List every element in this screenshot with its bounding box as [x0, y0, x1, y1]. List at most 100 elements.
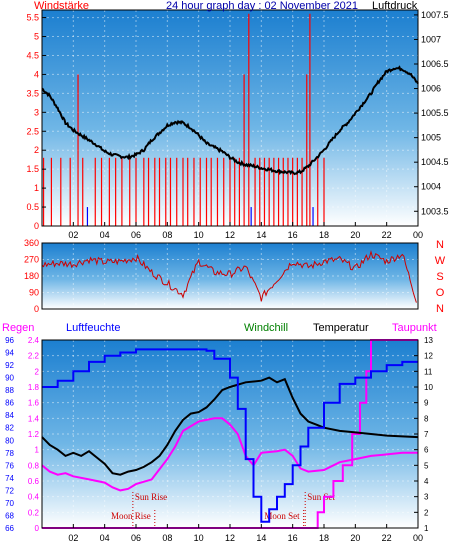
- panel1-grid: [42, 10, 419, 227]
- wind-tick-label: 3: [34, 107, 39, 117]
- humidity-tick-label: 84: [5, 411, 14, 420]
- temp-tick-label: 11: [424, 367, 433, 376]
- humidity-tick-label: 90: [5, 374, 14, 383]
- direction-tick-label: 180: [24, 271, 39, 281]
- temperature-line: [41, 376, 419, 476]
- humidity-tick-label: 66: [5, 524, 14, 533]
- humidity-tick-label: 86: [5, 399, 14, 408]
- panel3-x-ticks: 02 04 06 08 10 12 14 16 18 20 22 00: [68, 524, 423, 543]
- humidity-tick-label: 74: [5, 474, 14, 483]
- pressure-tick-label: 1005: [421, 133, 441, 143]
- annotation-label: Sun Set: [307, 492, 335, 502]
- direction-tick-label: 270: [24, 255, 39, 265]
- temp-tick-label: 1: [424, 524, 429, 533]
- wind-axis-label: Windstärke: [34, 0, 89, 12]
- chart-title: 24 hour graph day : 02 November 2021: [166, 0, 358, 12]
- wind-tick-label: 2.5: [26, 126, 39, 136]
- rain-tick-label: 0.2: [28, 508, 40, 517]
- pressure-tick-label: 1006.5: [421, 59, 449, 69]
- humidity-tick-label: 82: [5, 424, 14, 433]
- temp-tick-label: 5: [424, 461, 429, 470]
- dewpoint-line: [41, 417, 418, 492]
- rain-tick-label: 1: [35, 446, 40, 455]
- x-tick-label: 06: [131, 230, 141, 240]
- x-tick-label: 20: [350, 230, 360, 240]
- rain-tick-label: 0.6: [28, 477, 40, 486]
- temp-tick-label: 6: [424, 446, 429, 455]
- wind-tick-label: 0.5: [26, 202, 39, 212]
- x-tick-label: 02: [68, 230, 78, 240]
- x-tick-label: 16: [288, 533, 298, 543]
- pressure-tick-label: 1003.5: [421, 206, 449, 216]
- x-tick-label: 22: [382, 533, 392, 543]
- direction-tick-label: 90: [29, 288, 39, 298]
- rain-tick-label: 2.4: [28, 336, 40, 345]
- pressure-tick-label: 1005.5: [421, 108, 449, 118]
- humidity-tick-label: 80: [5, 436, 14, 445]
- humidity-tick-label: 92: [5, 361, 14, 370]
- rain-line: [42, 339, 418, 529]
- compass-label: W: [435, 255, 446, 267]
- temp-tick-label: 7: [424, 430, 429, 439]
- pressure-tick-label: 1007.5: [421, 10, 449, 20]
- temp-tick-label: 13: [424, 336, 433, 345]
- humidity-axis-label: Luftfeuchte: [66, 322, 120, 334]
- rain-axis-label: Regen: [2, 322, 34, 334]
- dewpoint-label: Taupunkt: [392, 322, 437, 334]
- wind-tick-label: 5.5: [26, 13, 39, 23]
- direction-tick-label: 0: [34, 304, 39, 314]
- rain-tick-label: 1.4: [28, 414, 40, 423]
- x-tick-label: 10: [194, 230, 204, 240]
- x-tick-label: 08: [162, 533, 172, 543]
- x-tick-label: 10: [194, 533, 204, 543]
- panel2-frame: [41, 242, 419, 310]
- direction-axis-ticks: 0 90 180 270 360: [24, 238, 39, 314]
- x-tick-label: 18: [319, 230, 329, 240]
- humidity-tick-label: 88: [5, 386, 14, 395]
- wind-tick-label: 1.5: [26, 164, 39, 174]
- pressure-tick-label: 1006: [421, 84, 441, 94]
- panel1-x-ticks: 02 04 06 08 10 12 14 16 18 20 22 00: [68, 222, 423, 240]
- temperature-axis-label: Temperatur: [313, 322, 369, 334]
- humidity-tick-label: 76: [5, 461, 14, 470]
- x-tick-label: 06: [131, 533, 141, 543]
- temp-tick-label: 10: [424, 383, 433, 392]
- wind-direction-line: [41, 249, 417, 303]
- humidity-axis-ticks: 66 68 70 72 74 76 78 80 82 84 86 88 90 92 94 96: [5, 336, 14, 533]
- temp-tick-label: 8: [424, 414, 429, 423]
- rain-tick-label: 2: [35, 367, 40, 376]
- x-tick-label: 20: [350, 533, 360, 543]
- wind-tick-label: 1: [34, 183, 39, 193]
- x-tick-label: 22: [382, 230, 392, 240]
- direction-tick-label: 360: [24, 238, 39, 248]
- pressure-tick-label: 1007: [421, 34, 441, 44]
- rain-tick-label: 1.2: [28, 430, 40, 439]
- humidity-tick-label: 78: [5, 449, 14, 458]
- humidity-line: [42, 348, 418, 523]
- pressure-tick-label: 1004: [421, 182, 441, 192]
- x-tick-label: 04: [100, 230, 110, 240]
- compass-label: N: [436, 303, 444, 315]
- panel-wind-pressure: 00.511.522.533.544.555.5 1003.510041004.…: [26, 0, 448, 240]
- temp-tick-label: 4: [424, 477, 429, 486]
- temp-tick-label: 9: [424, 399, 429, 408]
- x-tick-label: 00: [413, 533, 423, 543]
- windchill-label: Windchill: [244, 322, 288, 334]
- x-tick-label: 08: [162, 230, 172, 240]
- panel-climate: Regen Luftfeuchte Windchill Temperatur T…: [2, 322, 437, 543]
- panel2-background: [42, 243, 418, 309]
- pressure-line: [41, 65, 419, 176]
- wind-tick-label: 2: [34, 145, 39, 155]
- wind-bars: [42, 13, 325, 226]
- annotation-label: Moon Rise: [111, 511, 151, 521]
- x-tick-label: 16: [288, 230, 298, 240]
- wind-tick-label: 4: [34, 69, 39, 79]
- wind-axis-ticks: 0 0.5 1 1.5 2 2.5 3 3.5 4 4.5 5 5.5: [26, 13, 46, 231]
- x-tick-label: 14: [256, 533, 266, 543]
- temp-tick-label: 2: [424, 508, 429, 517]
- pressure-tick-label: 1004.5: [421, 157, 449, 167]
